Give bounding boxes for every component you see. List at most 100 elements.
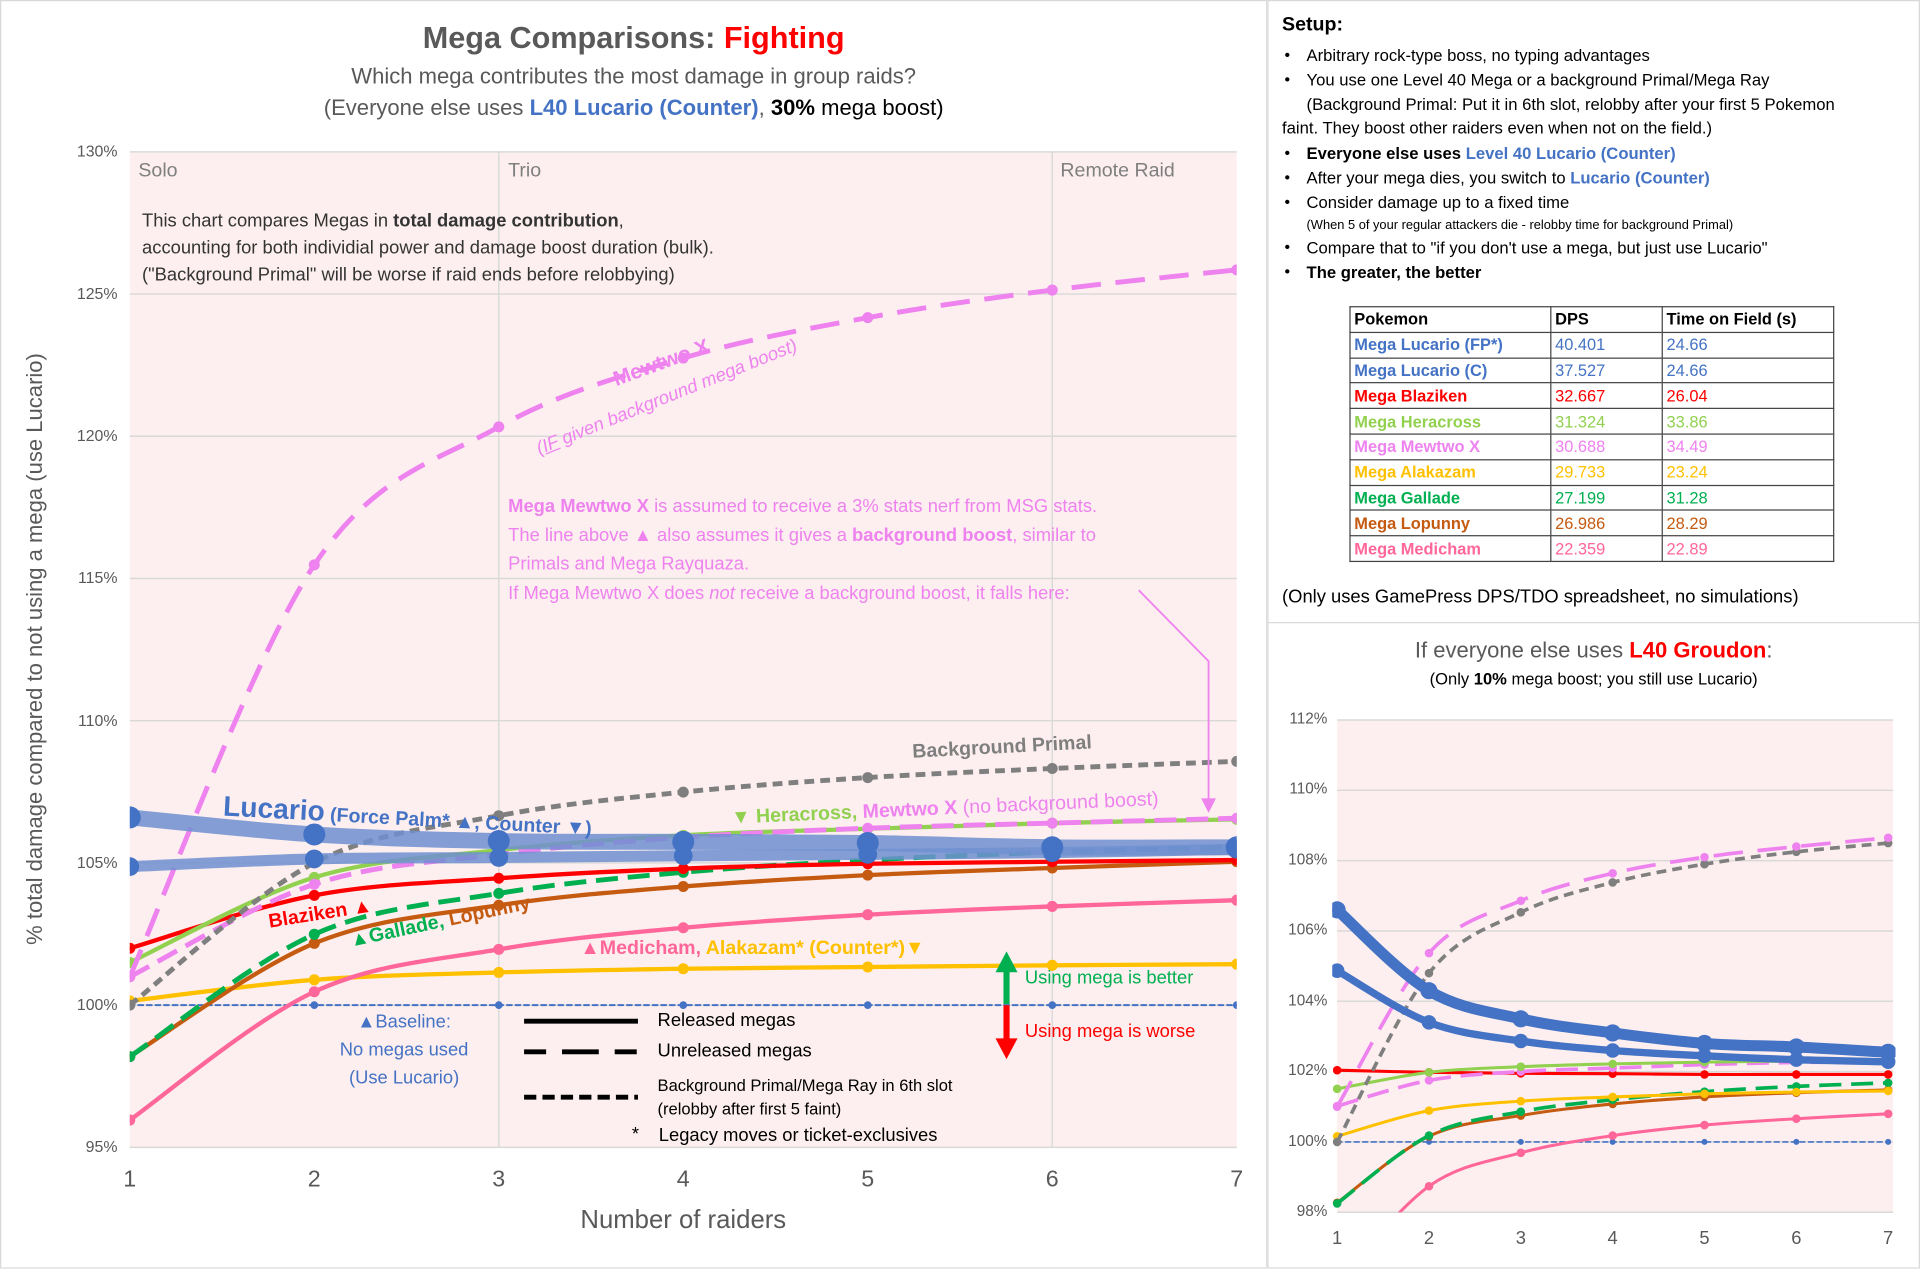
legend-released: Released megas — [657, 1010, 796, 1032]
groudon-sub-text-2: mega boost; you still use Lucario) — [1506, 669, 1758, 689]
y-tick-label: 106% — [1288, 921, 1328, 939]
cell-pokemon: Mega Blaziken — [1349, 382, 1552, 410]
cell-pokemon: Mega Lucario (C) — [1349, 357, 1552, 384]
data-point-series-9 — [1883, 833, 1893, 843]
data-point-series-5 — [1792, 1070, 1801, 1079]
data-point-lopunny — [862, 869, 874, 881]
note-text: The line above ▲ also assumes it gives a — [508, 524, 853, 546]
table-row: Mega Gallade 27.199 31.28 — [1349, 484, 1835, 512]
y-tick-label: 104% — [1288, 991, 1328, 1009]
setup-lucario: Level 40 Lucario (Counter) — [1465, 144, 1676, 163]
data-point-series-11 — [1604, 1024, 1622, 1042]
data-point-series-8 — [1516, 908, 1526, 917]
baseline-label: ▲Baseline: No megas used (Use Lucario) — [306, 1008, 502, 1092]
data-point-series-9 — [1792, 842, 1801, 851]
data-point-medicham — [1046, 900, 1058, 912]
subtitle-text: (Everyone else uses — [323, 95, 530, 121]
data-point-series-3 — [1883, 1078, 1893, 1088]
data-point-series-8 — [1608, 878, 1617, 887]
y-tick-label: 105% — [76, 853, 118, 872]
setup-item-2-cont: (Background Primal: Put it in 6th slot, … — [1306, 95, 1835, 114]
data-point-lopunny — [308, 937, 320, 949]
better-label: Using mega is better — [1024, 967, 1194, 989]
data-point-series-4 — [1516, 1096, 1526, 1106]
data-point-series-11 — [1332, 901, 1346, 919]
dps-table: Pokemon DPS Time on Field (s) Mega Lucar… — [1349, 306, 1835, 562]
header-dps: DPS — [1550, 306, 1663, 333]
data-point-series-10 — [1789, 1052, 1804, 1067]
data-point-baseline — [310, 1001, 319, 1009]
main-plot — [129, 151, 1237, 1149]
data-point-alakazam-counter — [1046, 959, 1058, 971]
data-point-series-0 — [1885, 1138, 1892, 1145]
data-point-blaziken — [129, 942, 136, 954]
cell-time: 23.24 — [1661, 458, 1835, 486]
x-tick-label: 6 — [1045, 1166, 1059, 1193]
medicham-alakazam-label: ▲Medicham, Alakazam* (Counter*)▼ — [580, 938, 924, 960]
mewtwo-pointer-line — [1138, 589, 1210, 804]
data-point-mewtwo-x-if-given-background-mega-boost — [308, 559, 320, 571]
data-point-series-9 — [1700, 852, 1709, 862]
data-point-series-5 — [1332, 1065, 1342, 1075]
cell-time: 34.49 — [1661, 433, 1835, 461]
cell-dps: 29.733 — [1550, 458, 1663, 486]
series-line-series-8 — [1335, 841, 1889, 1143]
data-point-series-4 — [1424, 1106, 1434, 1115]
data-point-series-7 — [1424, 1068, 1434, 1077]
y-tick-label: 100% — [76, 995, 118, 1014]
main-title: Mega Comparisons: Fighting — [0, 21, 1267, 57]
data-point-series-10 — [1605, 1043, 1620, 1058]
data-point-lucario-force-palm — [1225, 836, 1237, 859]
data-point-alakazam-counter — [862, 961, 874, 973]
x-tick-label: 2 — [1423, 1228, 1435, 1249]
bullet-icon: • — [1284, 192, 1291, 211]
data-point-background-primal — [1046, 762, 1058, 774]
cell-time: 22.89 — [1661, 535, 1835, 562]
data-point-series-0 — [1425, 1138, 1432, 1145]
y-tick-label: 115% — [78, 568, 118, 588]
data-point-alakazam-counter — [1231, 958, 1237, 970]
data-point-medicham — [677, 922, 689, 934]
legend-background-line-1: Background Primal/Mega Ray in 6th slot — [657, 1076, 953, 1095]
data-point-series-1 — [1883, 1109, 1893, 1119]
cell-dps: 32.667 — [1550, 382, 1663, 410]
data-point-alakazam-counter — [493, 966, 505, 978]
baseline-title: ▲Baseline: — [357, 1011, 451, 1033]
data-point-blaziken — [308, 889, 320, 901]
cell-dps: 31.324 — [1550, 407, 1663, 435]
table-body: Mega Lucario (FP*) 40.401 24.66 Mega Lucari… — [1349, 331, 1835, 562]
header-pokemon: Pokemon — [1349, 306, 1552, 333]
note-line-1: Mega Mewtwo X is assumed to receive a 3%… — [508, 492, 1097, 521]
bullet-icon: • — [1284, 69, 1291, 89]
cell-pokemon: Mega Alakazam — [1349, 458, 1552, 486]
data-point-series-10 — [1332, 963, 1345, 978]
data-point-series-4 — [1700, 1089, 1709, 1099]
data-point-series-11 — [1695, 1034, 1714, 1053]
note-italic: not — [709, 582, 735, 604]
data-point-series-8 — [1700, 859, 1709, 869]
data-point-series-4 — [1608, 1092, 1617, 1102]
cell-pokemon: Mega Lucario (FP*) — [1349, 331, 1552, 359]
y-tick-label: 110% — [78, 710, 118, 730]
data-point-series-11 — [1512, 1010, 1530, 1028]
data-point-gallade — [308, 928, 320, 940]
x-tick-label: 1 — [1332, 1228, 1343, 1249]
data-point-lopunny — [677, 881, 689, 893]
header-time: Time on Field (s) — [1661, 306, 1835, 333]
data-point-medicham — [1231, 894, 1237, 906]
data-point-series-3 — [1424, 1131, 1434, 1140]
groudon-title-text: If everyone else uses — [1414, 637, 1630, 663]
data-point-series-5 — [1883, 1070, 1893, 1079]
groudon-sub-boost: 10% — [1473, 669, 1507, 689]
data-point-series-1 — [1424, 1181, 1434, 1191]
desc-comma: , — [618, 210, 624, 232]
series-group — [129, 264, 1237, 1126]
data-point-series-1 — [1792, 1114, 1801, 1124]
cell-dps: 37.527 — [1550, 357, 1663, 384]
data-point-series-0 — [1701, 1138, 1708, 1145]
data-point-blaziken — [677, 863, 689, 875]
desc-bold: total damage contribution — [393, 210, 619, 232]
y-tick-label: 125% — [76, 284, 118, 303]
